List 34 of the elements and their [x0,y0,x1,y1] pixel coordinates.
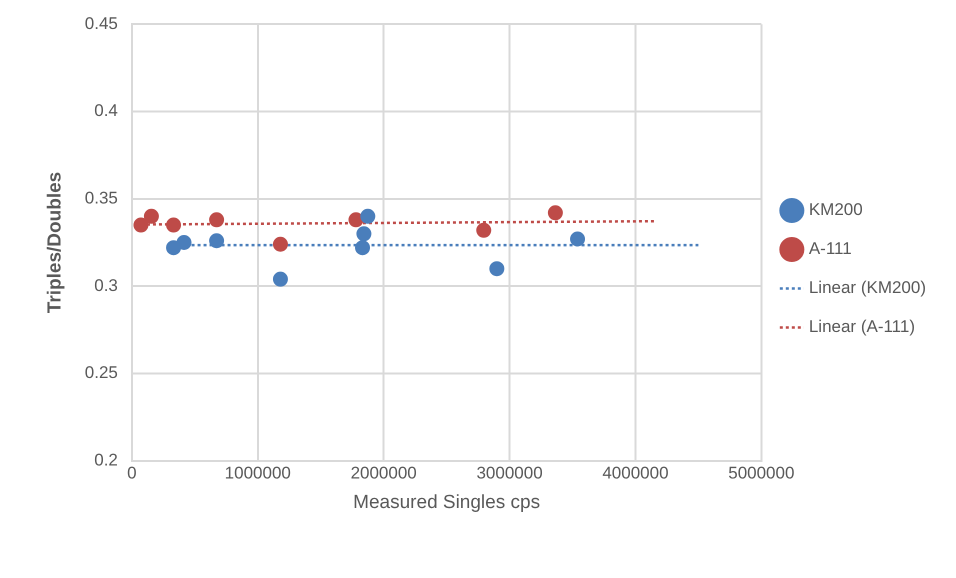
x-tick-label: 3000000 [476,464,543,483]
point [360,208,376,224]
x-tick-label: 5000000 [728,464,794,483]
point [176,235,192,250]
point [272,272,288,287]
point [570,232,586,247]
y-tick-label: 0.4 [94,101,118,120]
point [355,240,370,256]
point [166,218,182,233]
point [489,261,504,276]
x-tick-label: 4000000 [602,464,669,483]
legend-label: A-111 [808,239,852,258]
y-tick-label: 0.35 [84,188,118,208]
y-tick-label: 0.2 [94,450,118,470]
legend-label: KM200 [808,200,863,220]
point [209,212,224,228]
point [476,222,492,238]
x-axis-title: Measured Singles cps [353,492,540,513]
x-tick-label: 1000000 [224,464,291,483]
x-tick-label: 0 [127,464,137,483]
y-tick-label: 0.45 [84,14,118,33]
legend-label: Linear (KM200) [808,278,926,298]
y-tick-label: 0.3 [94,276,118,295]
y-tick-label: 0.25 [84,363,118,382]
x-tick-label: 2000000 [350,464,417,483]
y-axis-title: Triples/Doubles [44,172,66,314]
point [272,236,288,252]
point [548,205,563,220]
point [144,208,159,224]
point [209,233,224,248]
legend-label: Linear (A-111) [808,317,915,336]
point [133,218,148,233]
point [348,212,364,228]
point [356,226,372,242]
